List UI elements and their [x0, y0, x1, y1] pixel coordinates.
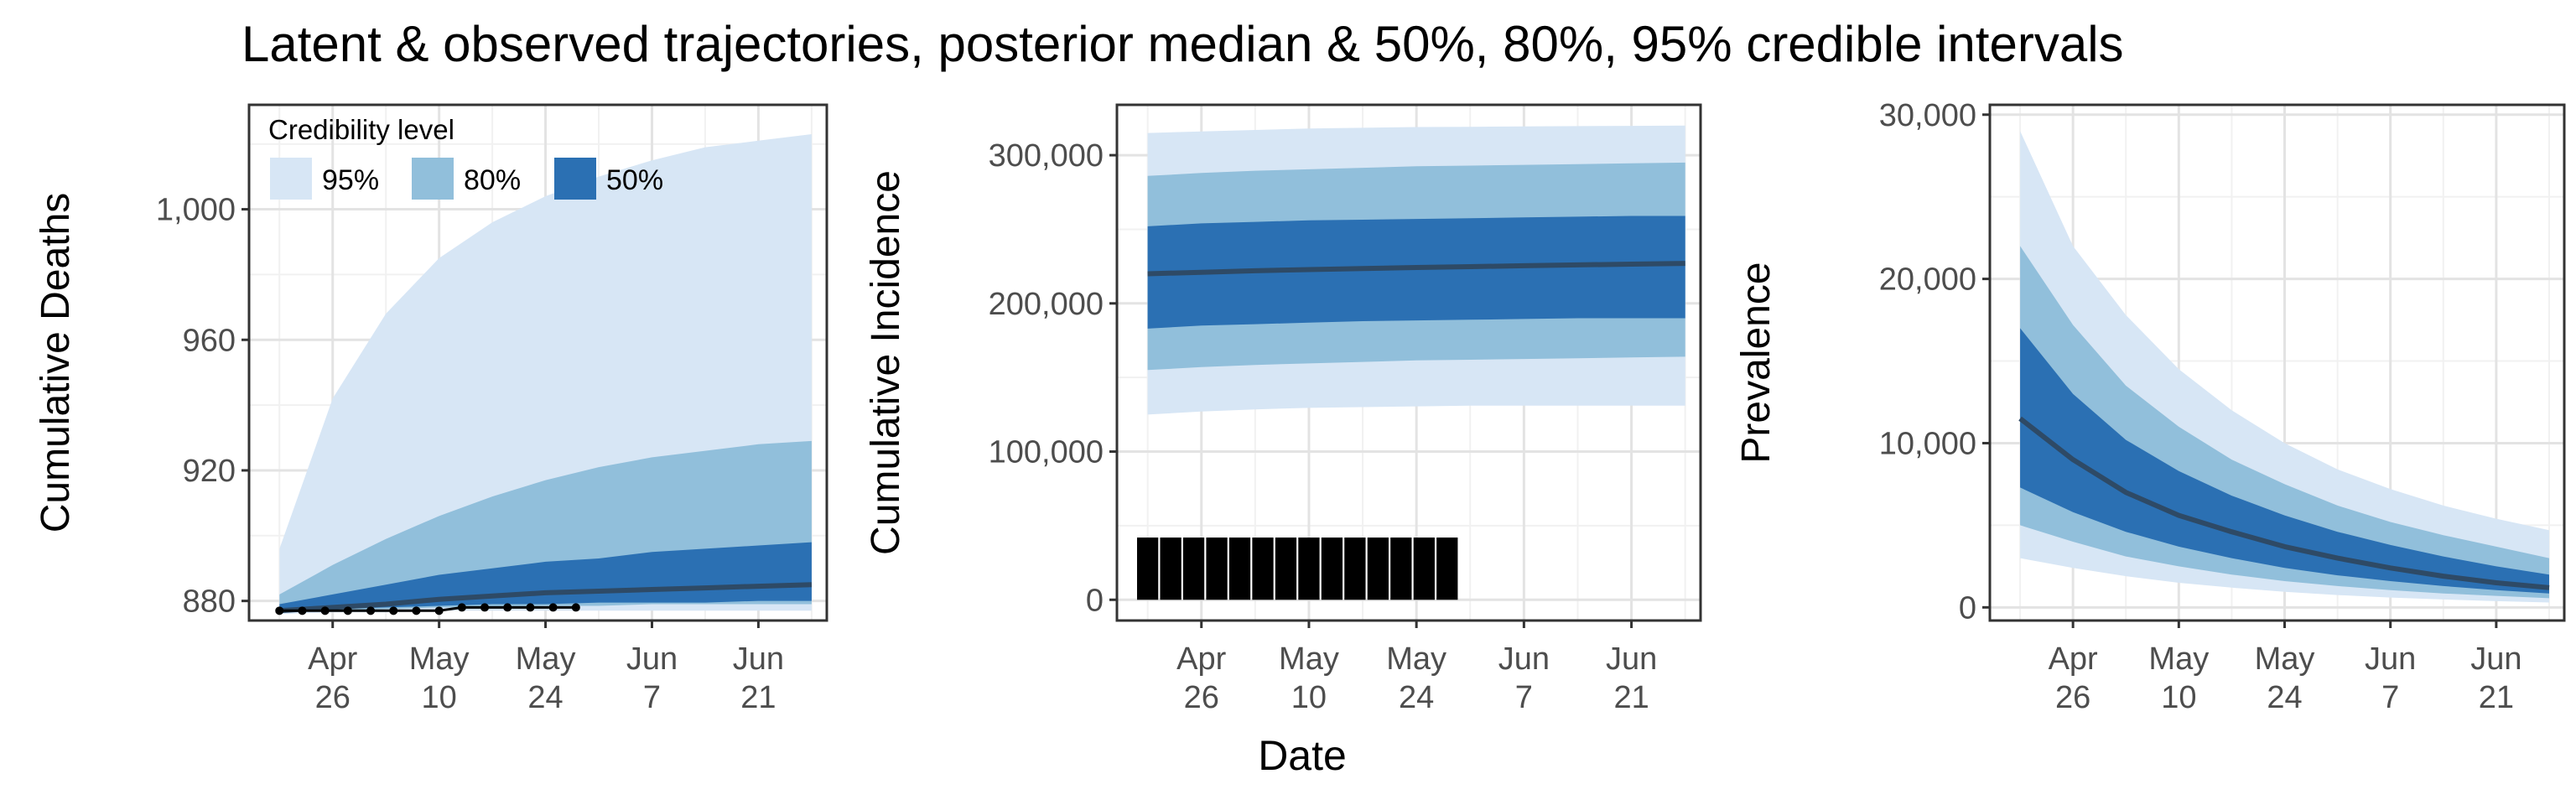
observed-point — [434, 606, 444, 615]
y-tick-label: 300,000 — [989, 138, 1104, 174]
observed-point — [389, 606, 398, 615]
observed-point — [457, 603, 466, 612]
x-tick-label-day: 7 — [2381, 680, 2399, 715]
observed-bar — [1206, 538, 1228, 600]
panel-1: 8809209601,000Apr26May10May24Jun7Jun21Cu… — [34, 103, 828, 715]
x-tick-label-day: 7 — [643, 680, 661, 715]
y-tick-label: 0 — [1959, 590, 1976, 626]
x-tick-label-month: May — [2255, 641, 2315, 677]
observed-bar — [1390, 538, 1412, 600]
x-tick-label-month: Jun — [626, 641, 678, 677]
observed-bar — [1160, 538, 1182, 600]
band-50 — [279, 542, 812, 611]
observed-bar — [1228, 538, 1251, 600]
x-tick-label-month: Jun — [2365, 641, 2416, 677]
legend-swatch — [270, 158, 312, 200]
panel-border — [1988, 103, 2566, 622]
observed-bar — [1275, 538, 1297, 600]
panel-content — [2018, 131, 2550, 603]
x-tick-label-day: 24 — [527, 680, 563, 715]
x-tick-label-month: Jun — [1606, 641, 1657, 677]
x-tick-label-month: May — [1386, 641, 1446, 677]
legend-label: 50% — [606, 164, 663, 196]
observed-point — [366, 606, 376, 615]
panel-border — [1115, 103, 1702, 622]
x-tick-label-day: 24 — [2267, 680, 2302, 715]
observed-bar — [1344, 538, 1366, 600]
x-tick-label-day: 26 — [1184, 680, 1219, 715]
x-tick-label-month: Jun — [1498, 641, 1550, 677]
band-50 — [2020, 328, 2549, 594]
legend-swatch — [554, 158, 596, 200]
x-tick-label-month: May — [1279, 641, 1339, 677]
band-50 — [1147, 216, 1685, 329]
panel-2: 0100,000200,000300,000Apr26May10May24Jun… — [864, 103, 1702, 715]
y-tick-label: 30,000 — [1879, 98, 1976, 133]
y-axis-label: Cumulative Deaths — [34, 193, 78, 533]
observed-point — [571, 603, 580, 612]
observed-point — [343, 606, 352, 615]
x-tick-label-month: Apr — [308, 641, 357, 677]
y-tick-label: 20,000 — [1879, 262, 1976, 298]
median-line — [1147, 261, 1685, 277]
shared-x-axis-label: Date — [1258, 732, 1347, 779]
y-axis-label: Cumulative Incidence — [864, 170, 908, 555]
observed-point — [503, 603, 512, 612]
panel-border — [247, 103, 828, 622]
observed-point — [275, 606, 284, 615]
median-line — [279, 582, 812, 614]
observed-point — [548, 603, 558, 612]
panel-3: 010,00020,00030,000Apr26May10May24Jun7Ju… — [1734, 98, 2566, 715]
legend: Credibility level 95% 80% 50% — [268, 114, 663, 200]
y-axis-label: Prevalence — [1734, 262, 1779, 463]
figure-title: Latent & observed trajectories, posterio… — [242, 16, 2124, 72]
y-tick-label: 960 — [183, 323, 236, 358]
x-tick-label-day: 10 — [1291, 680, 1327, 715]
observed-bar — [1367, 538, 1389, 600]
observed-point — [412, 606, 421, 615]
x-tick-label-month: Jun — [733, 641, 784, 677]
x-tick-label-day: 7 — [1515, 680, 1533, 715]
observed-point — [480, 603, 490, 612]
observed-bar — [1136, 538, 1159, 600]
legend-swatch — [412, 158, 454, 200]
observed-bar — [1298, 538, 1320, 600]
observed-bar — [1182, 538, 1205, 600]
y-tick-label: 0 — [1086, 583, 1104, 618]
x-tick-label-month: May — [2148, 641, 2209, 677]
y-tick-label: 100,000 — [989, 435, 1104, 470]
y-tick-label: 200,000 — [989, 287, 1104, 322]
x-tick-label-day: 24 — [1399, 680, 1434, 715]
observed-point — [320, 606, 330, 615]
panel-content — [1136, 125, 1685, 600]
x-tick-label-day: 21 — [1613, 680, 1649, 715]
x-tick-label-day: 10 — [422, 680, 457, 715]
observed-point — [526, 603, 535, 612]
median-line — [2018, 416, 2550, 590]
x-tick-label-month: Jun — [2470, 641, 2521, 677]
y-tick-label: 880 — [183, 584, 236, 620]
legend-title: Credibility level — [268, 114, 454, 145]
x-tick-label-day: 26 — [315, 680, 351, 715]
legend-label: 95% — [322, 164, 379, 196]
x-tick-label-month: Apr — [2049, 641, 2098, 677]
x-tick-label-month: May — [409, 641, 470, 677]
observed-bar — [1413, 538, 1435, 600]
x-tick-label-day: 21 — [740, 680, 776, 715]
y-tick-label: 10,000 — [1879, 426, 1976, 461]
observed-bar — [1252, 538, 1274, 600]
legend-label: 80% — [464, 164, 521, 196]
y-tick-label: 920 — [183, 454, 236, 489]
x-tick-label-month: May — [516, 641, 576, 677]
observed-point — [298, 606, 307, 615]
x-tick-label-day: 26 — [2055, 680, 2090, 715]
x-tick-label-day: 21 — [2479, 680, 2514, 715]
panel-content — [275, 134, 812, 615]
y-tick-label: 1,000 — [156, 193, 236, 228]
observed-bar — [1321, 538, 1343, 600]
observed-bar — [1436, 538, 1458, 600]
x-tick-label-month: Apr — [1176, 641, 1226, 677]
x-tick-label-day: 10 — [2161, 680, 2196, 715]
